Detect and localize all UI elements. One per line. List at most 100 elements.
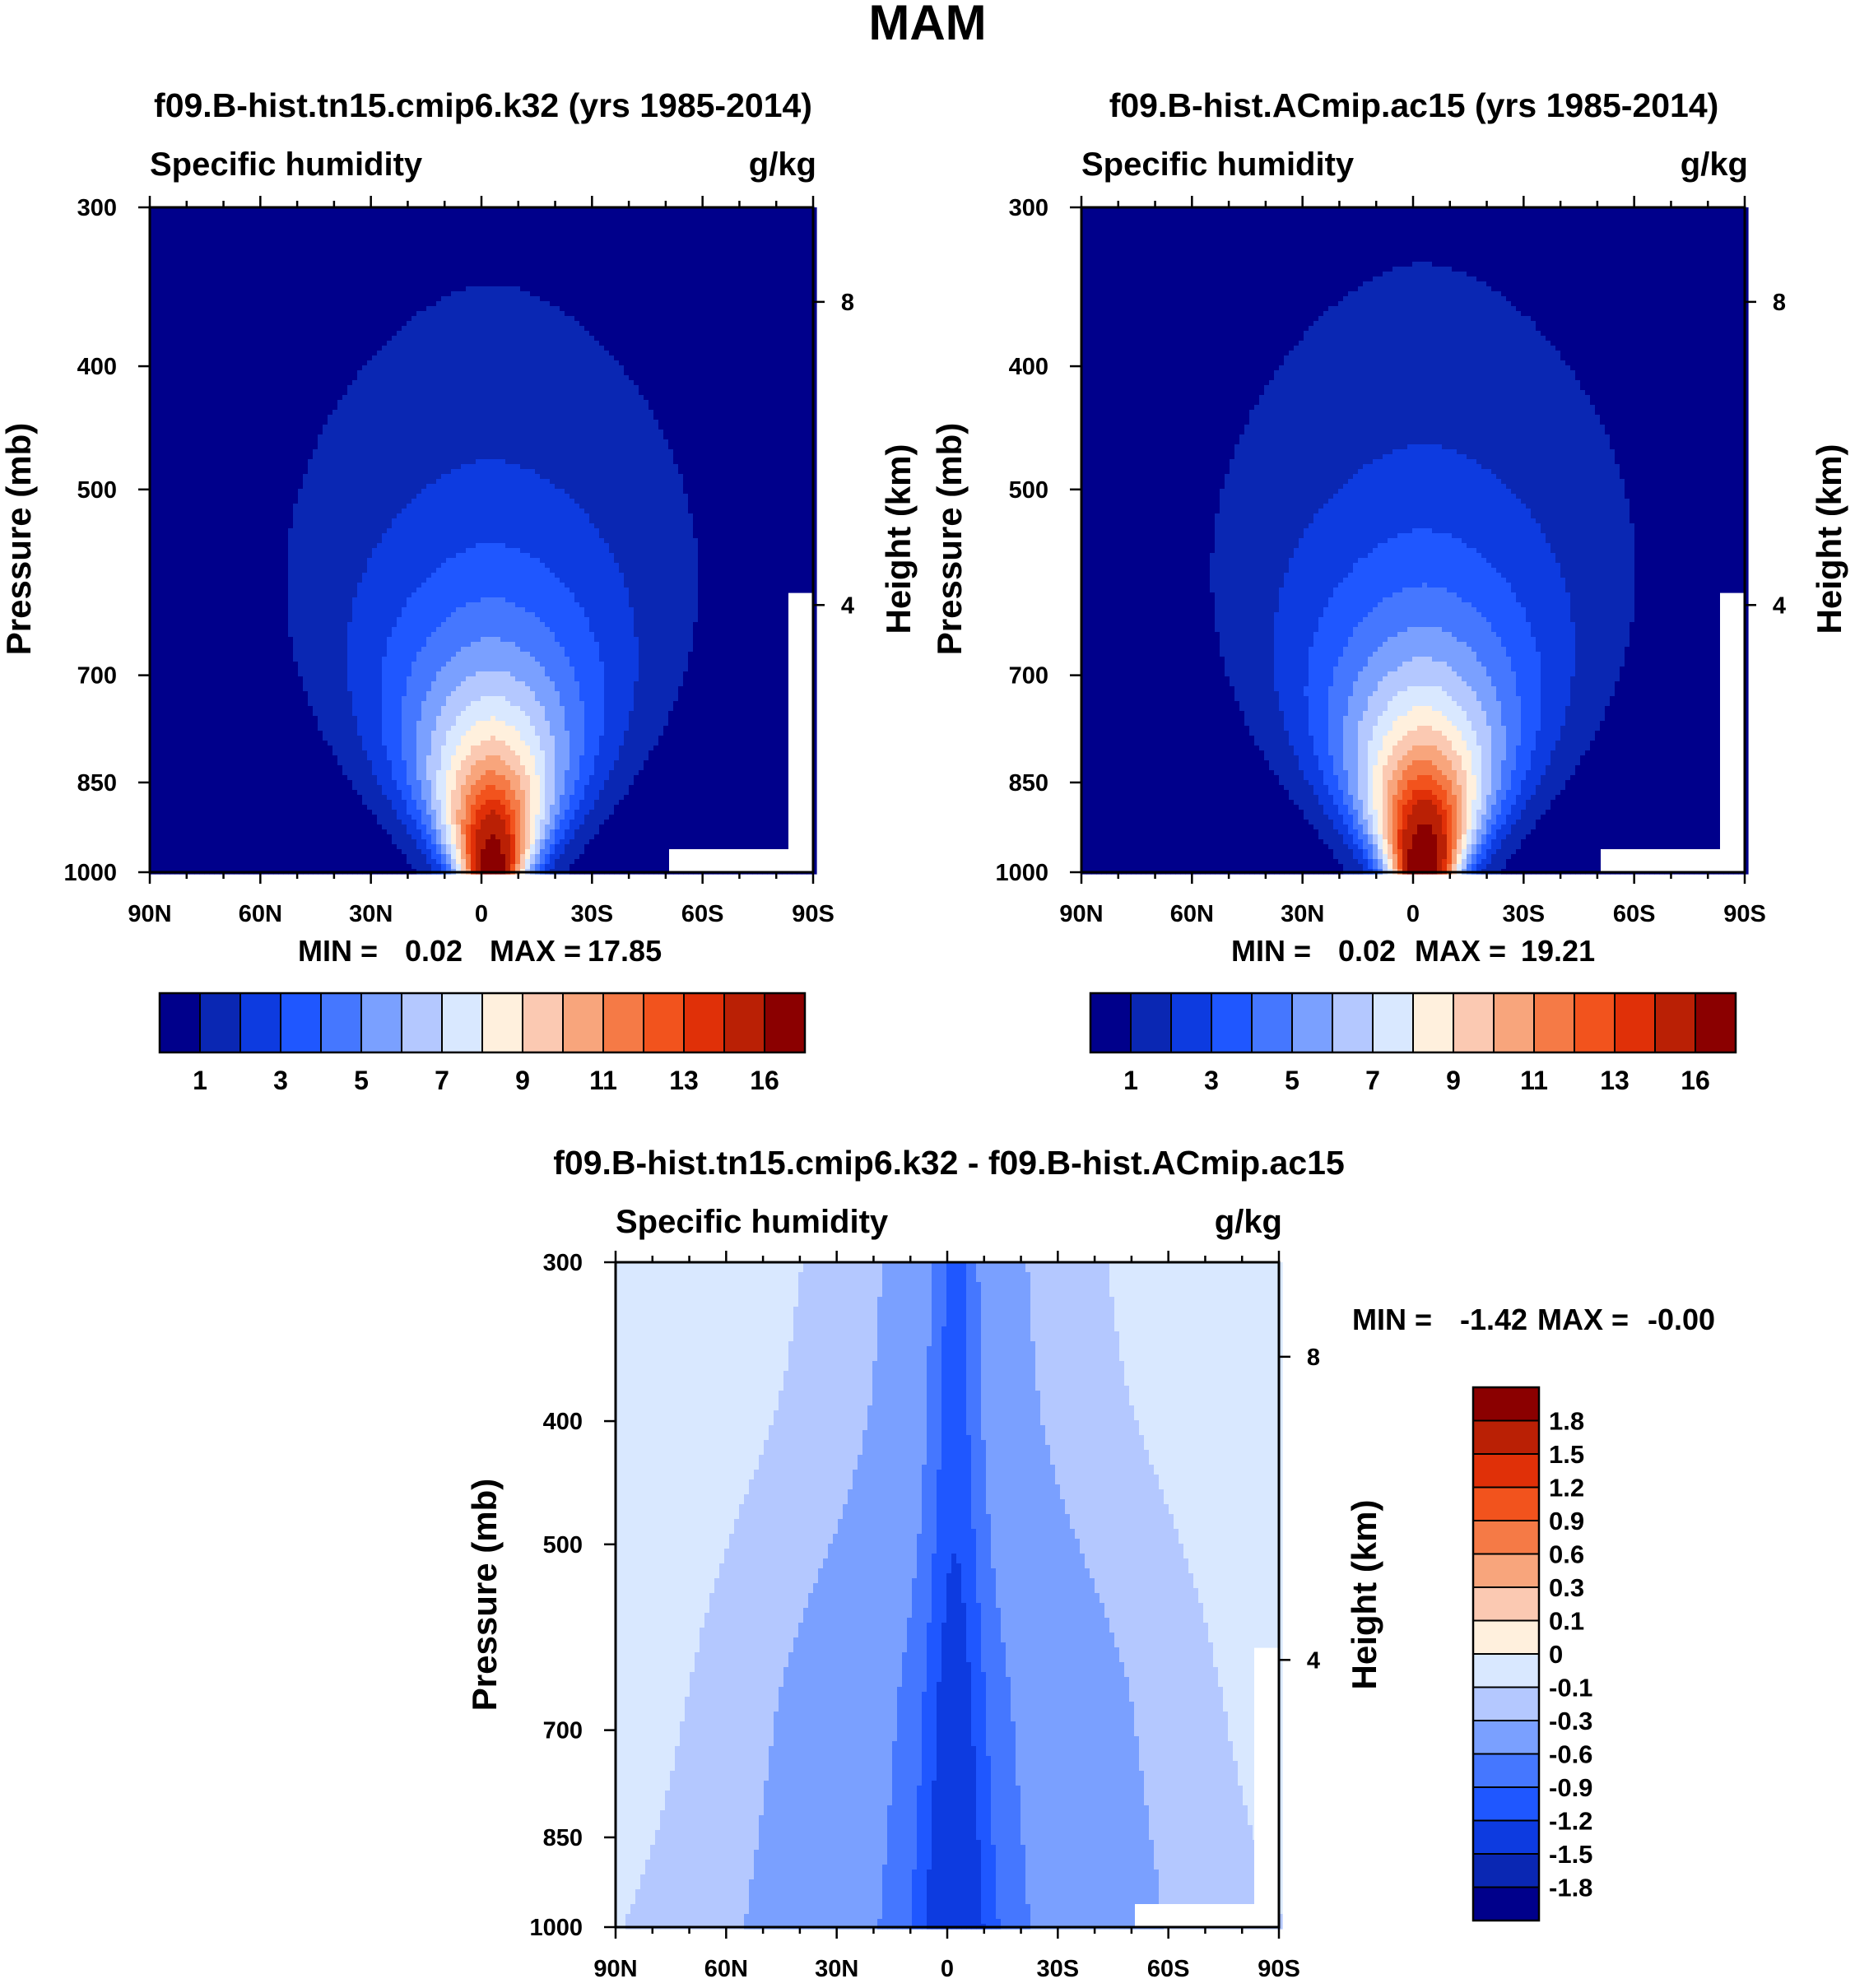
contour-cell [1234,444,1240,702]
contour-cell [932,1262,937,1554]
contour-cell [1432,627,1438,662]
contour-cell [1045,1262,1051,1446]
contour-cell [570,592,575,667]
contour-cell [788,1341,794,1653]
contour-cell [456,849,462,865]
contour-cell [1402,207,1408,267]
colorbar-label: -0.1 [1549,1674,1592,1702]
contour-cell [436,864,442,875]
y2-tick-label: 4 [1773,592,1786,619]
contour-cell [1119,1662,1125,1930]
contour-cell [570,864,575,875]
contour-cell [456,207,462,292]
contour-cell [1471,652,1477,692]
contour-cell [288,207,294,529]
contour-cell [1664,207,1670,875]
contour-cell [1422,746,1428,761]
contour-cell [500,696,506,722]
contour-cell [490,597,496,638]
contour-cell [1511,207,1517,307]
contour-cell [1060,1262,1066,1500]
contour-cell [1496,701,1502,791]
contour-cell [1397,691,1403,717]
contour-cell [1323,207,1329,312]
contour-cell [1442,207,1448,267]
contour-cell [1193,1588,1199,1930]
contour-cell [1274,207,1280,371]
contour-cell [584,513,590,618]
contour-cell [754,1850,760,1930]
contour-cell [1220,207,1225,490]
contour-cell [1555,563,1561,741]
contour-cell [793,1307,799,1638]
contour-cell [589,336,595,524]
contour-cell [1075,1262,1081,1540]
contour-cell [456,607,462,653]
contour-cell [535,207,541,297]
contour-cell [525,652,531,687]
contour-cell [411,592,417,662]
contour-cell [991,1568,997,1846]
contour-cell [1323,504,1329,608]
contour-cell [1215,513,1220,633]
contour-cell [1501,296,1507,485]
contour-cell [520,607,526,653]
contour-cell [1471,800,1477,830]
contour-cell [732,207,738,875]
contour-cell [1521,316,1527,504]
contour-cell [397,331,402,514]
contour-cell [1383,864,1388,875]
contour-cell [1422,775,1428,791]
contour-cell [431,731,437,811]
contour-cell [1210,553,1216,593]
contour-cell [976,1262,982,1283]
contour-cell [1620,207,1625,480]
contour-cell [1383,207,1388,272]
contour-cell [490,716,496,736]
colorbar-label: 1.5 [1549,1440,1584,1469]
x-tick-label: 60N [239,901,282,927]
contour-cell [560,583,565,648]
contour-cell [1476,553,1482,613]
contour-cell [1378,849,1383,860]
contour-cell [1210,207,1216,554]
contour-cell [1353,563,1359,628]
contour-cell [451,469,457,559]
contour-cell [1397,667,1403,692]
contour-cell [500,790,506,806]
colorbar-swatch [1251,992,1293,1053]
contour-cell [550,681,556,736]
contour-cell [1437,711,1443,732]
contour-cell [387,800,393,835]
contour-cell [749,1262,755,1480]
colorbar-swatch [1574,992,1616,1053]
y2-axis-title: Height (km) [879,444,918,634]
contour-cell [619,365,625,574]
contour-cell [1442,790,1448,811]
contour-cell [609,207,615,356]
contour-cell [1338,790,1344,815]
colorbar-swatch [320,992,362,1053]
contour-cell [1378,647,1383,682]
contour-cell [639,395,644,771]
contour-cell [1447,760,1453,781]
contour-cell [1244,425,1250,727]
contour-cell [787,207,793,875]
contour-cell [1119,1262,1125,1362]
contour-cell [649,410,654,751]
contour-cell [1536,652,1541,732]
contour-cell [1447,864,1453,875]
contour-cell [372,355,378,549]
contour-cell [481,721,486,741]
contour-cell [1447,632,1453,667]
contour-cell [769,1746,774,1930]
contour-cell [1368,844,1374,860]
contour-cell [194,207,200,875]
contour-cell [1368,657,1374,697]
contour-cell [1313,755,1319,796]
contour-cell [278,207,284,875]
contour-cell [347,385,353,623]
contour-cell [1020,1262,1026,1846]
contour-cell [1457,731,1462,756]
contour-cell [495,800,501,815]
